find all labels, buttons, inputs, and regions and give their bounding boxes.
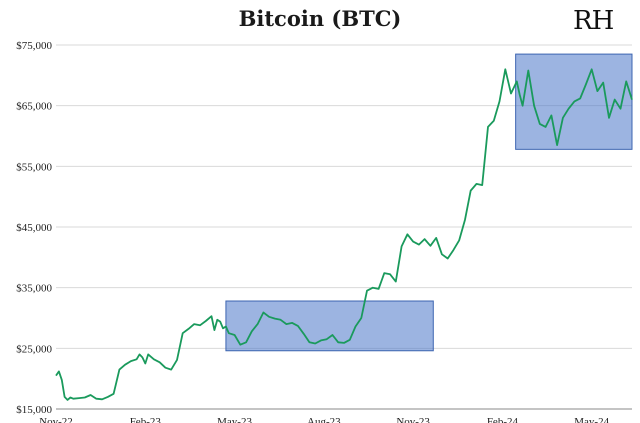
- highlight-box: [225, 300, 434, 352]
- x-tick-label: Feb-23: [130, 416, 162, 423]
- brand-logo: RH: [573, 6, 617, 38]
- x-tick-label: Aug-23: [307, 416, 341, 423]
- y-tick-label: $15,000: [16, 404, 52, 416]
- y-tick-label: $75,000: [16, 40, 52, 52]
- chart-title: Bitcoin (BTC): [238, 6, 402, 31]
- y-tick-label: $55,000: [16, 161, 52, 173]
- x-tick-label: May-24: [574, 416, 609, 423]
- x-tick-label: Feb-24: [487, 416, 519, 423]
- btc-price-line: [55, 68, 633, 401]
- y-tick-label: $45,000: [16, 222, 52, 234]
- y-tick-label: $65,000: [16, 101, 52, 113]
- y-tick-label: $25,000: [16, 343, 52, 355]
- logo-text: RH: [573, 6, 614, 36]
- x-tick-label: Nov-23: [396, 416, 430, 423]
- x-tick-label: Nov-22: [39, 416, 73, 423]
- x-tick-label: May-23: [217, 416, 252, 423]
- y-tick-label: $35,000: [16, 283, 52, 295]
